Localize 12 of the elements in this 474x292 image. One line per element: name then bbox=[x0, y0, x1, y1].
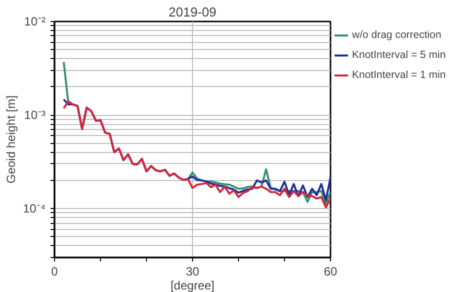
x-tick-label: 30 bbox=[186, 264, 200, 278]
legend-label: KnotInterval = 1 min bbox=[352, 68, 446, 82]
chart-title: 2019-09 bbox=[168, 4, 216, 20]
x-axis-title: [degree] bbox=[170, 278, 215, 292]
y-tick-label: 10⁻³ bbox=[24, 108, 46, 122]
y-tick-label: 10⁻² bbox=[24, 14, 46, 28]
y-axis-title: Geoid height [m] bbox=[4, 95, 18, 184]
y-tick-label: 10⁻⁴ bbox=[22, 202, 46, 216]
legend-label: KnotInterval = 5 min bbox=[352, 48, 446, 62]
legend-label: w/o drag correction bbox=[352, 28, 442, 42]
x-tick-label: 60 bbox=[324, 264, 338, 278]
x-tick-label: 0 bbox=[51, 264, 58, 278]
